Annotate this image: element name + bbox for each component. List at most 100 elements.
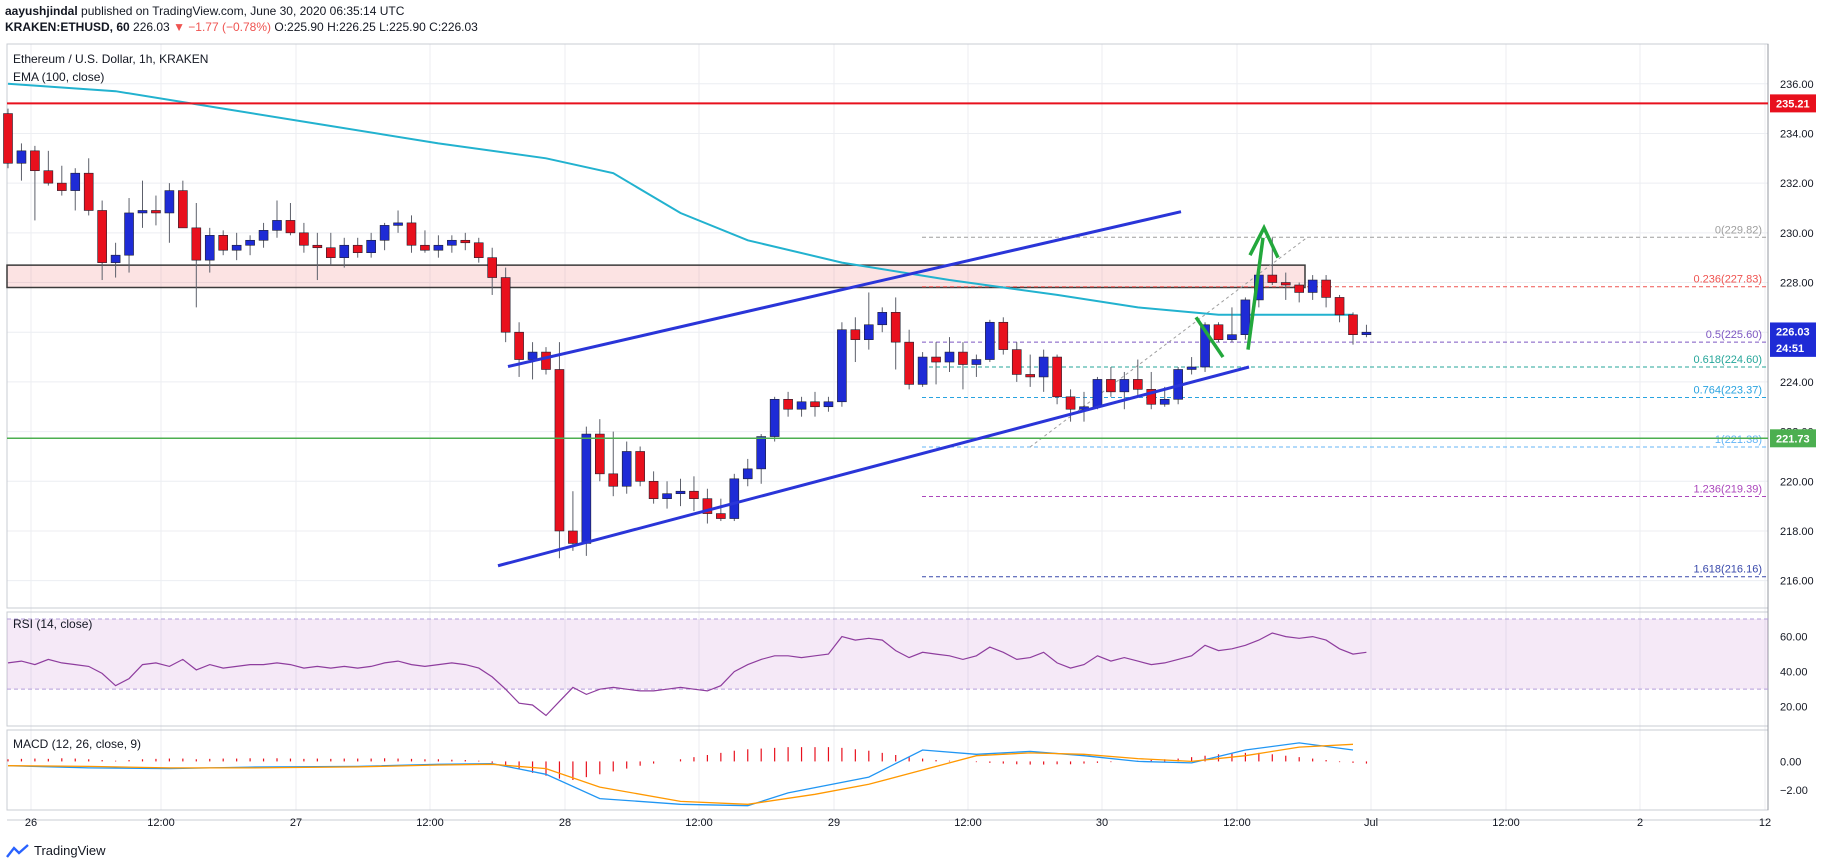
x-tick-label: 2: [1637, 817, 1643, 829]
price-badge: [1770, 94, 1816, 113]
candle-body: [648, 480, 659, 499]
candle-body: [1038, 356, 1049, 378]
chart-header: aayushjindal published on TradingView.co…: [5, 3, 478, 35]
candle-body: [97, 210, 107, 263]
fib-level-label: 0.618(224.60): [1694, 354, 1763, 366]
candle-body: [1294, 284, 1304, 293]
pane-border: [6, 43, 1769, 609]
candle-body: [500, 277, 511, 333]
candle-body: [3, 113, 13, 164]
y-tick-label: 234.00: [1780, 128, 1814, 140]
rsi-tick-label: 40.00: [1780, 667, 1808, 679]
candle-body: [420, 244, 430, 251]
candle-body: [1227, 334, 1237, 340]
y-tick-label: 218.00: [1780, 526, 1814, 538]
footer: TradingView: [6, 843, 106, 858]
candle-body: [325, 247, 336, 258]
time-axis: 26 12:00 27 12:00 28 12:00 29 12:00 30 12:00 Jul 12…: [25, 817, 1771, 829]
published-text: published on TradingView.com, June 30, 2…: [81, 4, 405, 18]
candle-body: [635, 451, 645, 482]
candle-body: [30, 150, 40, 172]
candle-body: [487, 257, 498, 278]
price-change: ▼ −1.77 (−0.78%): [173, 20, 272, 34]
y-tick-label: 228.00: [1780, 278, 1814, 290]
candle-body: [110, 254, 121, 263]
candle-body: [137, 210, 148, 214]
candle-body: [554, 369, 565, 532]
author-name[interactable]: aayushjindal: [5, 4, 78, 18]
macd-tick-label: 0.00: [1780, 756, 1801, 768]
candle-body: [783, 398, 793, 410]
candle-body: [904, 341, 914, 385]
price-badge: [1770, 322, 1816, 341]
x-tick-label: Jul: [1364, 817, 1378, 829]
candle-body: [70, 172, 81, 191]
candle-body: [1280, 282, 1291, 286]
symbol-text: KRAKEN:ETHUSD, 60: [5, 20, 130, 34]
x-tick-label: 12:00: [954, 817, 982, 829]
candle-body: [299, 232, 309, 246]
candles: [3, 108, 1372, 559]
candle-body: [1334, 297, 1345, 316]
candle-body: [863, 324, 874, 340]
price-badge-label: 235.21: [1776, 98, 1810, 110]
candle-body: [379, 225, 390, 241]
y-tick-label: 230.00: [1780, 228, 1814, 240]
macd-line: [7, 742, 1354, 807]
price-axis: 236.00234.00232.00230.00228.00226.00224.…: [1770, 79, 1816, 797]
candle-body: [1133, 379, 1143, 390]
candle-body: [366, 239, 376, 254]
footer-brand: TradingView: [34, 843, 106, 858]
candle-body: [204, 235, 215, 261]
candle-body: [339, 244, 350, 258]
pane-borders: [6, 43, 1769, 821]
candle-body: [1321, 279, 1331, 298]
candle-body: [1240, 299, 1251, 335]
x-tick-label: 27: [290, 817, 302, 829]
candle-body: [1213, 324, 1224, 340]
candle-body: [527, 351, 538, 360]
rsi-line: [7, 632, 1367, 717]
candle-body: [837, 329, 847, 403]
candle-body: [272, 220, 282, 231]
candle-body: [433, 244, 444, 251]
upper-trend-line: [507, 210, 1182, 368]
candle-body: [16, 150, 27, 164]
rsi-band: [7, 619, 1768, 690]
price-badge-label: 24:51: [1776, 343, 1804, 355]
candle-body: [245, 239, 255, 246]
rsi-pane: [7, 618, 1768, 717]
candle-body: [178, 190, 188, 229]
x-tick-label: 30: [1096, 817, 1108, 829]
price-badge-label: 226.03: [1776, 326, 1810, 338]
candle-body: [56, 182, 67, 191]
candle-body: [823, 401, 834, 408]
candle-body: [406, 222, 417, 246]
signal-line: [7, 743, 1354, 805]
y-tick-label: 236.00: [1780, 79, 1814, 91]
x-tick-label: 12:00: [1492, 817, 1520, 829]
legend-title: Ethereum / U.S. Dollar, 1h, KRAKEN: [13, 52, 208, 66]
y-tick-label: 216.00: [1780, 576, 1814, 588]
candle-body: [1011, 349, 1022, 375]
candle-body: [971, 359, 982, 365]
x-tick-label: 26: [25, 817, 37, 829]
projection-arrow-down: [1194, 316, 1225, 359]
candle-body: [1348, 314, 1358, 335]
x-tick-label: 29: [828, 817, 840, 829]
candle-body: [1307, 279, 1318, 293]
candle-body: [931, 356, 941, 363]
legend-rsi: RSI (14, close): [13, 617, 92, 631]
y-tick-label: 224.00: [1780, 377, 1814, 389]
candle-body: [1065, 396, 1076, 410]
candle-body: [124, 212, 134, 256]
candle-body: [514, 331, 524, 360]
x-tick-label: 12:00: [685, 817, 713, 829]
candle-body: [460, 239, 471, 244]
price-badge: [1770, 429, 1816, 448]
candle-body: [877, 312, 888, 326]
macd-tick-label: −2.00: [1780, 785, 1808, 797]
candle-body: [621, 451, 632, 487]
candle-body: [917, 356, 928, 385]
